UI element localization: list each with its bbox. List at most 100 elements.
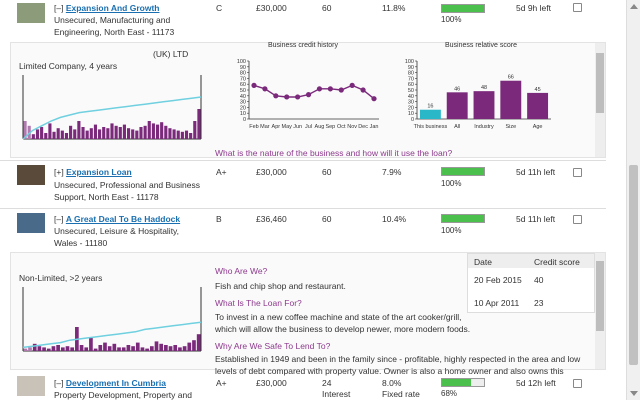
history-bar <box>27 125 31 139</box>
history-bar <box>93 348 98 351</box>
x-tick-label: Mar <box>260 124 270 130</box>
history-bar <box>126 345 131 351</box>
credit-point <box>338 87 344 93</box>
y-tick-label: 70 <box>240 76 246 82</box>
company-type: Non-Limited, >2 years <box>19 273 103 283</box>
funding-progress-bar <box>441 167 485 176</box>
history-bar <box>23 121 27 139</box>
select-checkbox[interactable] <box>573 3 582 12</box>
history-bar <box>56 128 60 139</box>
history-bar <box>155 124 160 139</box>
progress-percent: 100% <box>441 15 462 24</box>
loan-title-link[interactable]: Expansion Loan <box>66 167 132 177</box>
risk-rating: A+ <box>216 167 227 177</box>
y-tick-label: 0 <box>411 117 414 123</box>
history-bar <box>164 345 168 351</box>
company-type: Limited Company, 4 years <box>19 61 118 71</box>
history-bar <box>164 125 168 139</box>
x-tick-label: Aug <box>315 124 325 130</box>
table-cell-date: 10 Apr 2011 <box>474 298 520 308</box>
y-tick-label: 40 <box>240 94 246 100</box>
history-bar <box>168 128 172 139</box>
history-bar <box>187 342 192 351</box>
history-bar <box>149 346 154 351</box>
loan-amount: £30,000 <box>256 167 287 177</box>
history-bar <box>126 128 131 139</box>
scroll-up-icon[interactable] <box>630 4 638 9</box>
credit-point <box>251 82 257 88</box>
y-tick-label: 10 <box>408 111 414 117</box>
risk-rating: C <box>216 3 223 13</box>
detail-scrollbar[interactable] <box>595 253 605 369</box>
y-tick-label: 80 <box>240 71 246 77</box>
history-bar <box>189 133 193 139</box>
y-tick-label: 10 <box>240 111 246 117</box>
bar-value-label: 16 <box>427 104 433 110</box>
select-checkbox[interactable] <box>573 168 582 177</box>
select-checkbox[interactable] <box>573 215 582 224</box>
x-tick-label: Dec <box>358 124 368 130</box>
loan-title-link[interactable]: A Great Deal To Be Haddock <box>65 214 181 224</box>
history-bar <box>118 127 122 139</box>
y-tick-label: 50 <box>240 88 246 94</box>
loan-title-link[interactable]: Expansion And Growth <box>65 3 160 13</box>
history-bar <box>98 129 102 139</box>
x-tick-label: Sep <box>325 124 335 130</box>
progress-fill <box>442 168 484 175</box>
page-scrollbar[interactable] <box>626 0 640 400</box>
y-tick-label: 0 <box>243 117 246 123</box>
expand-toggle[interactable]: [–] <box>54 378 64 388</box>
history-bar <box>79 345 84 351</box>
y-tick-label: 90 <box>240 65 246 71</box>
history-bar <box>28 347 32 351</box>
y-tick-label: 60 <box>408 82 414 88</box>
history-bar <box>192 340 196 351</box>
history-bar <box>143 125 147 139</box>
score-bar <box>500 80 522 119</box>
loan-title-link[interactable]: Development In Cumbria <box>65 378 166 388</box>
credit-point <box>262 86 268 92</box>
y-tick-label: 20 <box>240 105 246 111</box>
detail-scrollbar[interactable] <box>595 43 605 157</box>
credit-point <box>284 94 290 100</box>
expand-toggle[interactable]: [–] <box>54 3 64 13</box>
history-bar <box>98 345 103 351</box>
history-bar <box>35 129 40 139</box>
x-tick-label: Jun <box>293 124 302 130</box>
y-tick-label: 50 <box>408 88 414 94</box>
scroll-thumb[interactable] <box>629 165 638 365</box>
bar-value-label: 66 <box>508 75 514 81</box>
expand-toggle[interactable]: [–] <box>54 214 64 224</box>
table-cell-score: 40 <box>534 275 544 285</box>
y-tick-label: 30 <box>408 100 414 106</box>
risk-rating: A+ <box>216 378 227 388</box>
y-tick-label: 60 <box>240 82 246 88</box>
history-bar <box>172 129 176 139</box>
loan-amount: £36,460 <box>256 214 287 224</box>
scroll-down-icon[interactable] <box>630 391 638 396</box>
table-cell-date: 20 Feb 2015 <box>474 275 522 285</box>
funding-progress-bar <box>441 214 485 223</box>
loan-term: 60 <box>322 167 332 177</box>
loan-description: Property Development, Property and <box>54 390 192 400</box>
credit-point <box>316 86 323 92</box>
expand-toggle[interactable]: [+] <box>54 167 64 177</box>
date-header: Date <box>474 257 492 267</box>
loan-term: 24 <box>322 378 332 388</box>
history-bar <box>114 125 118 139</box>
loan-detail-panel: Non-Limited, >2 years Who Are We? Fish a… <box>10 252 606 376</box>
history-bar <box>135 342 140 351</box>
history-bar <box>44 133 48 139</box>
bar-value-label: 45 <box>535 87 541 93</box>
x-tick-label: Age <box>533 124 543 130</box>
loan-description: Unsecured, Professional and Business Sup… <box>54 180 200 202</box>
select-checkbox[interactable] <box>573 379 582 388</box>
x-tick-label: Nov <box>347 124 357 130</box>
history-bar <box>89 128 93 139</box>
question-who: Who Are We? <box>215 266 268 276</box>
x-tick-label: May <box>282 124 293 130</box>
business-thumbnail <box>17 3 45 23</box>
question-what: What Is The Loan For? <box>215 298 302 308</box>
history-bar <box>60 130 64 139</box>
history-bar <box>42 347 46 351</box>
